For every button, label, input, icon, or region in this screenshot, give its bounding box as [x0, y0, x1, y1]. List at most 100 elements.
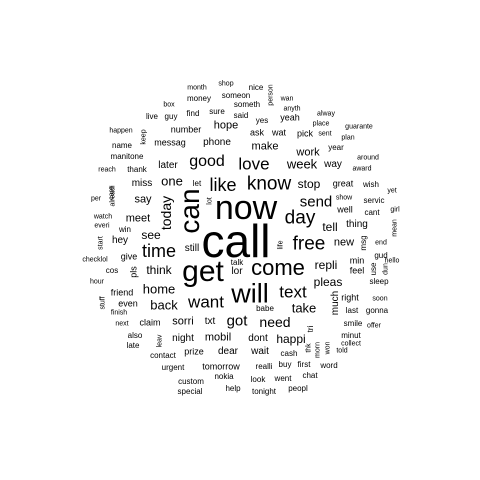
- word-said: said: [233, 111, 249, 120]
- word-mobil: mobil: [204, 331, 232, 344]
- word-hour: hour: [89, 278, 105, 286]
- word-pls: pls: [128, 266, 139, 278]
- word-custom: custom: [178, 377, 204, 386]
- word-yeah: yeah: [280, 112, 300, 123]
- word-gonna: gonna: [365, 306, 389, 315]
- word-well: well: [337, 204, 353, 215]
- word-finish: finish: [110, 309, 128, 317]
- word-cos: cos: [105, 266, 119, 275]
- word-home: home: [142, 281, 176, 297]
- word-alway: alway: [317, 110, 335, 118]
- word-buy: buy: [278, 360, 292, 369]
- word-free: free: [292, 233, 326, 255]
- word-tri: tri: [306, 325, 315, 333]
- word-told: told: [336, 347, 348, 355]
- word-good: good: [189, 153, 225, 170]
- word-keep: keep: [140, 129, 148, 145]
- word-talk: talk: [230, 258, 244, 267]
- word-think: think: [146, 263, 172, 277]
- word-month: month: [187, 84, 207, 92]
- word-next: next: [115, 320, 129, 328]
- word-let: let: [192, 179, 202, 188]
- word-live: live: [145, 112, 159, 121]
- word-shop: shop: [218, 80, 234, 88]
- word-wait: wait: [251, 346, 269, 357]
- word-box: box: [163, 101, 175, 109]
- word-start: start: [97, 236, 105, 250]
- word-pleas: pleas: [313, 275, 343, 289]
- word-right: right: [341, 292, 359, 303]
- word-leav: leav: [156, 334, 164, 348]
- word-one: one: [161, 173, 183, 189]
- word-dont: dont: [248, 333, 268, 344]
- word-come: come: [251, 255, 305, 280]
- word-around: around: [357, 154, 379, 162]
- word-last: last: [345, 306, 359, 315]
- word-peopl: peopl: [288, 384, 308, 393]
- word-dear: dear: [217, 346, 239, 357]
- word-first: first: [297, 360, 311, 369]
- word-wat: wat: [271, 127, 287, 138]
- word-alreadi: alreadi: [109, 185, 117, 207]
- word-guarante: guarante: [345, 123, 373, 131]
- word-thk: thk: [305, 343, 313, 353]
- word-award: award: [352, 165, 372, 173]
- word-take: take: [291, 300, 317, 316]
- word-hey: hey: [111, 235, 129, 246]
- word-get: get: [182, 255, 224, 288]
- word-life: life: [277, 240, 285, 250]
- word-collect: collect: [341, 340, 361, 348]
- word-even: even: [118, 298, 138, 309]
- word-still: still: [184, 243, 200, 254]
- word-year: year: [328, 143, 344, 152]
- word-everi: everi: [94, 222, 110, 230]
- word-phone: phone: [203, 137, 231, 148]
- word-girl: girl: [390, 206, 400, 214]
- word-number: number: [170, 124, 202, 135]
- word-prize: prize: [184, 346, 204, 357]
- word-look: look: [250, 375, 266, 384]
- word-guy: guy: [164, 112, 178, 121]
- word-sure: sure: [209, 107, 225, 116]
- word-night: night: [172, 333, 194, 344]
- word-servic: servic: [363, 196, 385, 205]
- word-person: person: [267, 84, 275, 106]
- word-babe: babe: [256, 304, 274, 313]
- word-today: today: [158, 195, 174, 231]
- word-find: find: [186, 109, 200, 118]
- word-name: name: [111, 141, 133, 150]
- word-time: time: [141, 241, 177, 261]
- word-also: also: [127, 331, 143, 340]
- word-love: love: [238, 154, 270, 174]
- word-messag: messag: [154, 137, 186, 148]
- word-nice: nice: [248, 83, 264, 92]
- word-got: got: [226, 312, 248, 330]
- word-msg: msg: [359, 235, 368, 251]
- word-way: way: [324, 159, 342, 170]
- word-give: give: [120, 251, 138, 262]
- word-lot: lot: [206, 197, 214, 205]
- word-know: know: [246, 173, 292, 195]
- word-money: money: [186, 94, 212, 103]
- word-nokia: nokia: [214, 372, 234, 381]
- word-show: show: [335, 194, 353, 202]
- word-checklol: checklol: [82, 256, 108, 264]
- word-late: late: [126, 341, 140, 350]
- word-thank: thank: [127, 165, 147, 174]
- word-win: win: [118, 225, 132, 234]
- word-feel: feel: [349, 265, 365, 276]
- word-back: back: [150, 297, 178, 313]
- word-stuff: stuff: [99, 296, 107, 310]
- word-anyth: anyth: [283, 105, 301, 113]
- word-new: new: [333, 236, 355, 249]
- word-much: much: [330, 290, 341, 316]
- word-tonight: tonight: [251, 387, 277, 396]
- word-morn: morn: [314, 342, 322, 358]
- word-yes: yes: [255, 116, 269, 125]
- word-happi: happi: [276, 332, 306, 346]
- word-help: help: [225, 384, 241, 393]
- word-wish: wish: [362, 180, 380, 189]
- word-call: call: [201, 215, 271, 267]
- word-pick: pick: [296, 128, 314, 139]
